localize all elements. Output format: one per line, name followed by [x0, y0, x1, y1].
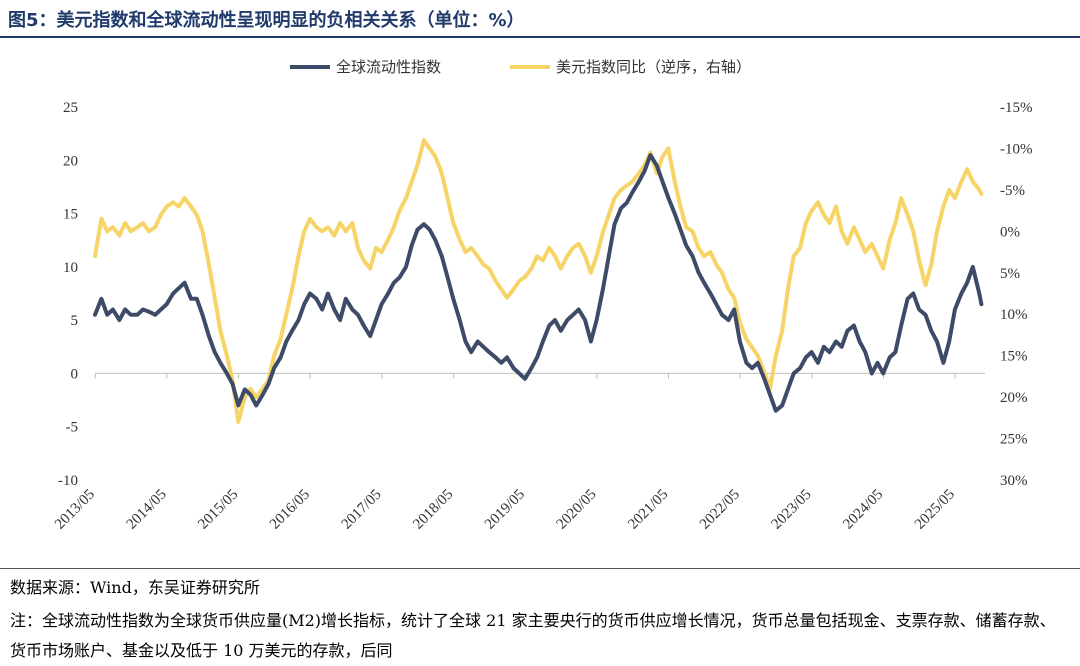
y-left-tick-label: -10	[58, 473, 78, 489]
y-right-tick-label: 5%	[1000, 266, 1020, 282]
y-left-tick-label: 10	[63, 260, 78, 276]
series-line-global-liquidity	[93, 153, 984, 413]
x-tick-label: 2024/05	[840, 487, 886, 533]
y-right-tick-label: 15%	[1000, 349, 1028, 365]
footer-divider	[0, 568, 1080, 569]
x-tick-label: 2013/05	[52, 487, 98, 533]
y-left-tick-label: 25	[63, 100, 78, 116]
data-source: 数据来源：Wind，东吴证券研究所	[10, 578, 260, 597]
legend-label: 全球流动性指数	[336, 58, 441, 76]
x-tick-label: 2022/05	[697, 487, 743, 533]
x-tick-label: 2015/05	[195, 487, 241, 533]
y-left-tick-label: 0	[71, 366, 79, 382]
legend-label: 美元指数同比（逆序，右轴）	[556, 58, 751, 76]
legend: 全球流动性指数 美元指数同比（逆序，右轴）	[290, 58, 751, 76]
footnote: 注：全球流动性指数为全球货币供应量(M2)增长指标，统计了全球 21 家主要央行…	[10, 611, 1056, 660]
x-tick-label: 2025/05	[912, 487, 958, 533]
y-left-tick-label: -5	[66, 420, 79, 436]
axes: 25 20 15 10 5 0 -5 -10 -15% -10% -5% 0% 5% 10% 15% 20% 2…	[52, 100, 1033, 533]
line-chart: 全球流动性指数 美元指数同比（逆序，右轴） 25 20 15 10 5 0 -5 -10 -15%…	[52, 58, 1033, 533]
y-right-tick-label: -10%	[1000, 141, 1033, 157]
x-tick-label: 2016/05	[267, 487, 313, 533]
y-right-tick-label: -5%	[1000, 183, 1025, 199]
x-tick-label: 2019/05	[482, 487, 528, 533]
y-right-tick-label: 10%	[1000, 307, 1028, 323]
y-right-tick-label: 0%	[1000, 224, 1020, 240]
chart-lines	[93, 138, 984, 424]
x-tick-label: 2014/05	[124, 487, 170, 533]
y-left-tick-label: 20	[63, 153, 78, 169]
y-right-tick-label: 20%	[1000, 390, 1028, 406]
y-left-tick-label: 15	[63, 207, 78, 223]
x-tick-label: 2017/05	[339, 487, 385, 533]
x-tick-label: 2023/05	[769, 487, 815, 533]
x-tick-label: 2020/05	[554, 487, 600, 533]
series-line-usd-index-yoy	[93, 138, 984, 424]
title-divider	[0, 36, 1080, 38]
y-right-tick-label: 30%	[1000, 473, 1028, 489]
x-tick-label: 2021/05	[625, 487, 671, 533]
y-right-tick-label: 25%	[1000, 432, 1028, 448]
y-right-tick-label: -15%	[1000, 100, 1033, 116]
x-tick-label: 2018/05	[410, 487, 456, 533]
figure-title: 图5：美元指数和全球流动性呈现明显的负相关关系（单位：%）	[8, 10, 525, 31]
y-left-tick-label: 5	[71, 313, 79, 329]
